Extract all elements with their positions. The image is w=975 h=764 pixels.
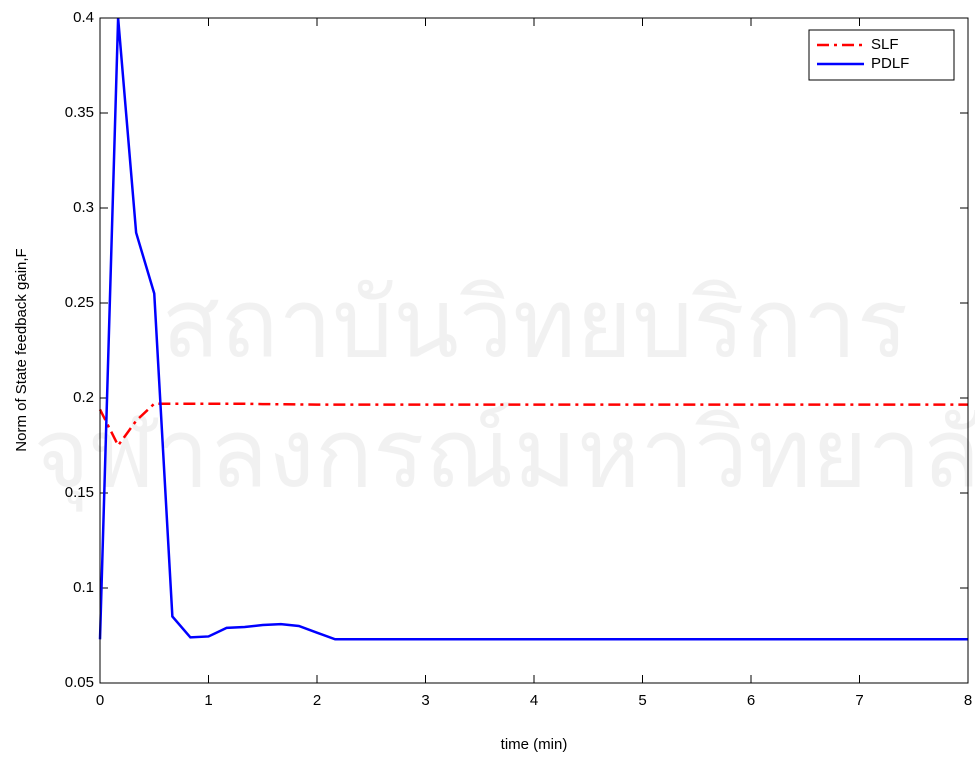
- y-tick-label: 0.4: [73, 9, 94, 26]
- legend-label: PDLF: [871, 55, 909, 72]
- x-tick-label: 2: [313, 692, 321, 709]
- legend-box: [808, 29, 955, 81]
- x-tick-label: 8: [964, 692, 972, 709]
- watermark: สถาบันวิทยบริการ: [162, 267, 909, 379]
- x-tick-label: 4: [530, 692, 538, 709]
- x-tick-label: 7: [855, 692, 863, 709]
- y-tick-label: 0.1: [73, 579, 94, 596]
- y-tick-label: 0.25: [65, 294, 94, 311]
- y-tick-label: 0.3: [73, 199, 94, 216]
- y-tick-label: 0.2: [73, 389, 94, 406]
- x-tick-label: 1: [204, 692, 212, 709]
- x-tick-label: 5: [638, 692, 646, 709]
- line-series: [98, 17, 968, 641]
- y-tick-label: 0.35: [65, 104, 94, 121]
- y-axis-label: Norm of State feedback gain,F: [13, 248, 30, 451]
- x-tick-label: 6: [747, 692, 755, 709]
- x-tick-label: 0: [96, 692, 104, 709]
- x-tick-label: 3: [421, 692, 429, 709]
- y-tick-label: 0.05: [65, 674, 94, 691]
- x-axis-label: time (min): [501, 736, 568, 753]
- watermark: จุฬาลงกรณ์มหาวิทยาลัย: [33, 397, 975, 512]
- legend-label: SLF: [871, 36, 899, 53]
- plot-frame: [99, 17, 969, 684]
- y-tick-label: 0.15: [65, 484, 94, 501]
